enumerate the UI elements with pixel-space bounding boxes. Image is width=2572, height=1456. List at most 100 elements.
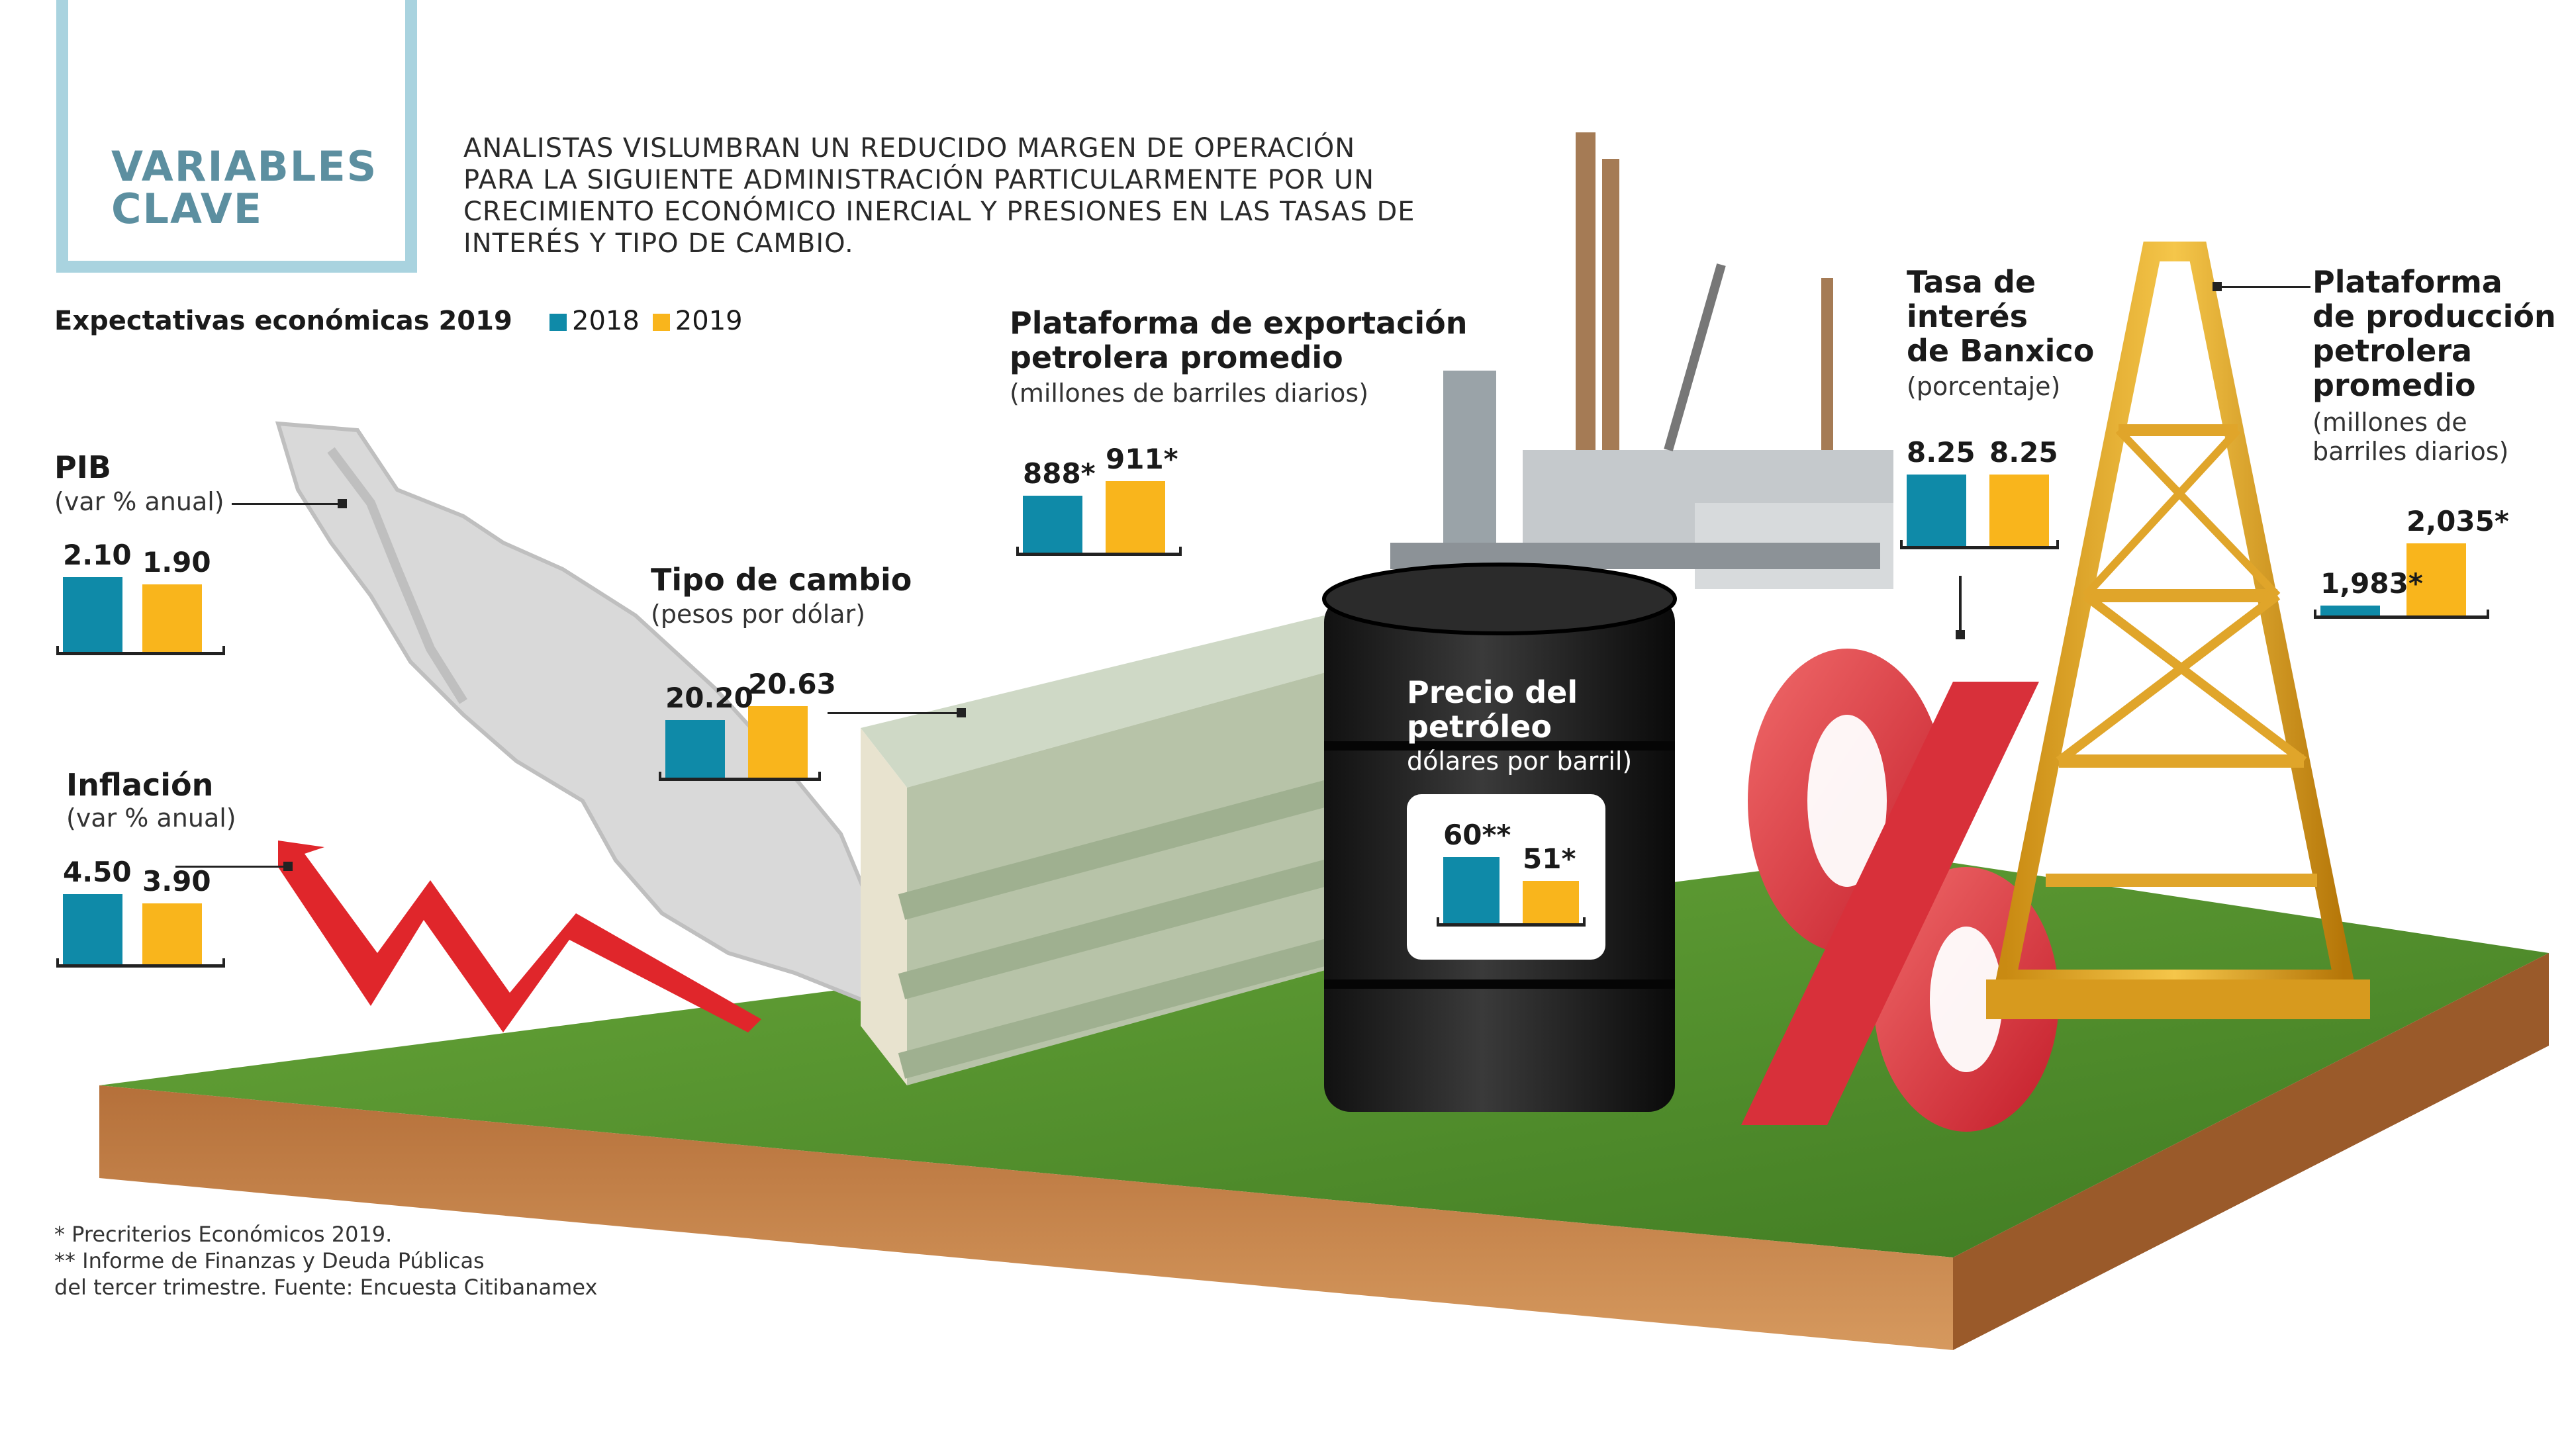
tc-label-2019: 20.63 (748, 667, 836, 700)
tasa-title-line-3: de Banxico (1907, 333, 2095, 369)
legend-item-2018: 2018 (549, 306, 640, 336)
inflacion-leader-dot (283, 862, 293, 871)
prod-bar-2019 (2406, 543, 2466, 615)
oil-derrick-illustration (1986, 242, 2370, 1019)
page-title: VARIABLES CLAVE (111, 146, 377, 230)
oil-platform-illustration (1390, 132, 1893, 589)
legend-label-2019: 2019 (675, 306, 743, 336)
precio-title: Precio del petróleo (1407, 675, 1578, 744)
legend-item-2019: 2019 (652, 306, 743, 336)
export-unit: (millones de barriles diarios) (1010, 379, 1369, 408)
tc-chart: 20.20 20.63 (659, 649, 836, 781)
tc-label-2018: 20.20 (665, 682, 753, 715)
inflacion-leader-line (175, 866, 288, 868)
prod-unit-line-2: barriles diarios) (2312, 437, 2509, 466)
footnote: * Precriterios Económicos 2019. ** Infor… (54, 1221, 597, 1300)
precio-axis (1437, 917, 1586, 927)
prod-chart: 1,983* 2,035* (2314, 490, 2509, 619)
prod-label-2018: 1,983* (2320, 567, 2423, 600)
export-chart: 888* 911* (1016, 424, 1182, 556)
tc-unit: (pesos por dólar) (651, 600, 865, 629)
tasa-label-2019: 8.25 (1989, 436, 2058, 469)
precio-label-2019: 51* (1523, 842, 1576, 875)
percent-sign-icon (1741, 649, 2059, 1132)
oil-barrel-illustration (1322, 563, 1677, 1112)
inflacion-axis (56, 958, 225, 968)
tc-bar-2018 (665, 720, 725, 778)
title-frame (56, 0, 417, 273)
pib-chart: 2.10 1.90 (56, 529, 225, 655)
precio-title-line-1: Precio del (1407, 674, 1578, 710)
pib-title: PIB (54, 449, 111, 485)
prod-title-line-4: promedio (2312, 367, 2476, 403)
inflacion-bar-2018 (63, 894, 122, 964)
precio-unit: dólares por barril) (1407, 747, 1633, 776)
tasa-label-2018: 8.25 (1907, 436, 1976, 469)
prod-title-line-1: Plataforma (2312, 264, 2502, 300)
prod-title-line-2: de producción (2312, 298, 2556, 334)
tc-bar-2019 (748, 705, 808, 778)
legend-label-2018: 2018 (572, 306, 640, 336)
inflacion-chart: 4.50 3.90 (56, 854, 225, 968)
tasa-unit: (porcentaje) (1907, 372, 2061, 401)
tasa-bar-2018 (1907, 475, 1966, 546)
inflacion-unit: (var % anual) (66, 803, 236, 833)
money-stack-illustration (861, 615, 1364, 1085)
precio-bar-2018 (1443, 857, 1500, 923)
export-bar-2019 (1106, 480, 1165, 553)
export-label-2018: 888* (1023, 457, 1096, 490)
legend-swatch-2019 (652, 314, 670, 331)
inflacion-label-2019: 3.90 (142, 865, 211, 898)
precio-label-2018: 60** (1443, 819, 1511, 851)
pib-label-2018: 2.10 (63, 539, 132, 572)
title-line-2: CLAVE (111, 185, 263, 233)
export-bar-2018 (1023, 496, 1082, 553)
prod-label-2019: 2,035* (2406, 505, 2509, 538)
inflacion-label-2018: 4.50 (63, 856, 132, 889)
tasa-title-line-1: Tasa de (1907, 264, 2036, 300)
footnote-line-1: * Precriterios Económicos 2019. (54, 1222, 393, 1247)
precio-bar-2019 (1523, 881, 1579, 923)
precio-card (1407, 794, 1605, 960)
prod-leader-line (2218, 286, 2310, 288)
tasa-title-line-2: interés (1907, 298, 2028, 334)
tasa-bar-2019 (1989, 475, 2049, 546)
title-line-1: VARIABLES (111, 142, 378, 191)
pib-axis (56, 646, 225, 655)
prod-leader-dot (2213, 282, 2222, 291)
prod-unit: (millones de barriles diarios) (2312, 408, 2508, 466)
intro-text: ANALISTAS VISLUMBRAN UN REDUCIDO MARGEN … (463, 133, 1415, 259)
tc-leader-dot (957, 708, 966, 717)
legend-swatch-2018 (549, 314, 567, 331)
tasa-leader-dot (1956, 630, 1965, 639)
export-title: Plataforma de exportación petrolera prom… (1010, 306, 1467, 375)
tasa-title: Tasa de interés de Banxico (1907, 265, 2094, 368)
precio-chart: 60** 51* (1437, 801, 1586, 927)
prod-title: Plataforma de producción petrolera prome… (2312, 265, 2556, 402)
pib-leader-dot (338, 499, 347, 508)
inflacion-bar-2019 (142, 903, 202, 964)
tasa-chart: 8.25 8.25 (1900, 424, 2059, 549)
export-axis (1016, 547, 1182, 556)
export-title-line-2: petrolera promedio (1010, 340, 1343, 375)
prod-unit-line-1: (millones de (2312, 408, 2467, 437)
tc-title: Tipo de cambio (651, 562, 912, 598)
pib-leader-line (232, 503, 344, 505)
export-label-2019: 911* (1106, 442, 1178, 475)
tasa-leader-line (1959, 576, 1962, 635)
prod-axis (2314, 610, 2489, 619)
footnote-line-3: del tercer trimestre. Fuente: Encuesta C… (54, 1275, 598, 1300)
precio-title-line-2: petróleo (1407, 709, 1552, 745)
subtitle: Expectativas económicas 2019 (54, 306, 512, 336)
pib-bar-2019 (142, 584, 202, 652)
tasa-axis (1900, 540, 2059, 549)
red-arrow-icon (278, 841, 761, 1032)
inflacion-title: Inflación (66, 767, 214, 803)
tc-leader-line (828, 712, 960, 714)
pib-unit: (var % anual) (54, 487, 224, 516)
export-title-line-1: Plataforma de exportación (1010, 305, 1468, 341)
footnote-line-2: ** Informe de Finanzas y Deuda Públicas (54, 1248, 485, 1273)
prod-title-line-3: petrolera (2312, 333, 2473, 369)
prod-bar-2018 (2320, 606, 2380, 615)
